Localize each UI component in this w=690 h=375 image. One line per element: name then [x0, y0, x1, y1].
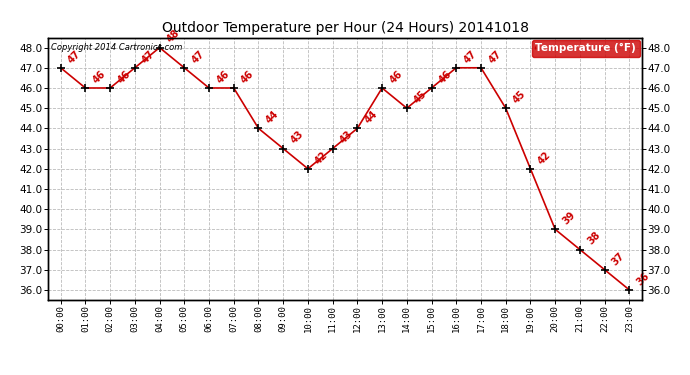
Text: 45: 45	[413, 89, 429, 105]
Title: Outdoor Temperature per Hour (24 Hours) 20141018: Outdoor Temperature per Hour (24 Hours) …	[161, 21, 529, 35]
Text: 42: 42	[536, 149, 553, 166]
Text: 47: 47	[462, 48, 478, 65]
Text: 47: 47	[190, 48, 206, 65]
Text: 39: 39	[561, 210, 578, 226]
Text: 45: 45	[511, 89, 528, 105]
Text: 46: 46	[388, 69, 404, 85]
Text: 44: 44	[264, 109, 281, 126]
Text: 38: 38	[585, 230, 602, 247]
Text: 46: 46	[91, 69, 108, 85]
Text: 37: 37	[610, 251, 627, 267]
Text: 36: 36	[635, 270, 651, 287]
Legend: Temperature (°F): Temperature (°F)	[531, 40, 640, 57]
Text: 46: 46	[215, 69, 231, 85]
Text: 46: 46	[116, 69, 132, 85]
Text: 47: 47	[486, 48, 503, 65]
Text: 47: 47	[140, 48, 157, 65]
Text: 47: 47	[66, 48, 83, 65]
Text: 43: 43	[288, 129, 306, 146]
Text: 42: 42	[313, 149, 330, 166]
Text: 48: 48	[165, 28, 182, 45]
Text: 46: 46	[239, 69, 256, 85]
Text: 46: 46	[437, 69, 454, 85]
Text: Copyright 2014 Cartronics.com: Copyright 2014 Cartronics.com	[51, 43, 183, 52]
Text: 43: 43	[338, 129, 355, 146]
Text: 44: 44	[363, 109, 380, 126]
